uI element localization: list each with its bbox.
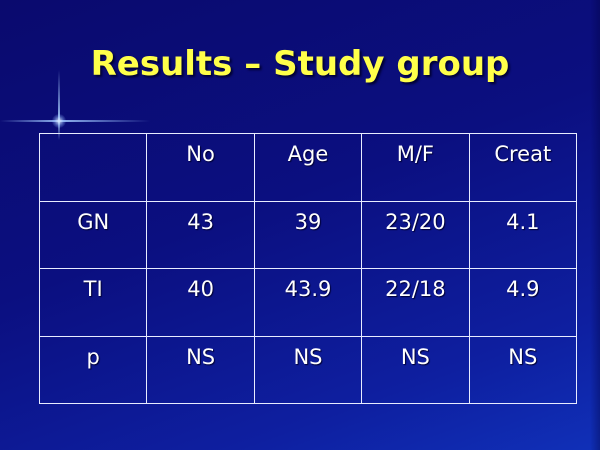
table-cell: NS (468, 335, 578, 404)
header-cell-no: No (146, 133, 255, 202)
table-cell: 23/20 (361, 200, 470, 269)
results-table: No Age M/F Creat GN 43 39 23/20 4.1 TI 4… (38, 133, 578, 404)
table-cell: 43.9 (253, 268, 363, 337)
decorative-glow-vertical (58, 70, 60, 140)
decorative-shade (590, 0, 600, 450)
header-cell-empty (38, 133, 148, 202)
table-cell: 4.9 (468, 268, 578, 337)
header-cell-creat: Creat (468, 133, 578, 202)
table-cell: 22/18 (361, 268, 470, 337)
table-cell: NS (253, 335, 363, 404)
decorative-glow-horizontal (0, 120, 150, 122)
table-cell: NS (146, 335, 255, 404)
table-cell: 4.1 (468, 200, 578, 269)
table-cell: 39 (253, 200, 363, 269)
table-header-row: No Age M/F Creat (38, 133, 578, 202)
table-cell: NS (361, 335, 470, 404)
row-label-cell: p (38, 335, 148, 404)
table-row-ti: TI 40 43.9 22/18 4.9 (38, 268, 578, 337)
table-cell: 40 (146, 268, 255, 337)
table-cell: 43 (146, 200, 255, 269)
table-row-gn: GN 43 39 23/20 4.1 (38, 200, 578, 269)
row-label-cell: GN (38, 200, 148, 269)
header-cell-age: Age (253, 133, 363, 202)
row-label-cell: TI (38, 268, 148, 337)
decorative-sparkle-icon (52, 114, 66, 128)
header-cell-mf: M/F (361, 133, 470, 202)
table-row-p: p NS NS NS NS (38, 335, 578, 404)
slide-title: Results – Study group (90, 44, 510, 84)
